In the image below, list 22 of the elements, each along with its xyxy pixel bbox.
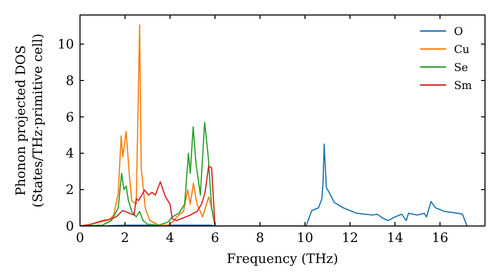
line-series <box>80 165 216 226</box>
y-tick-label: 0 <box>66 220 74 234</box>
x-tick-label: 0 <box>76 231 84 246</box>
y-tick-label: 10 <box>57 38 74 53</box>
y-axis-title: Phonon projected DOS (States/THz·primitive cell) <box>14 33 46 208</box>
x-tick-label: 10 <box>296 231 314 246</box>
legend-label: Se <box>454 61 468 74</box>
x-tick-label: 14 <box>386 231 404 246</box>
y-tick-label: 4 <box>66 146 74 162</box>
legend-label: O <box>454 25 464 38</box>
x-axis-title: Frequency (THz) <box>226 252 338 267</box>
y-tick-label: 6 <box>66 110 74 126</box>
x-tick-label: 8 <box>256 231 264 246</box>
x-tick-label: 12 <box>342 231 358 246</box>
x-tick-label: 2 <box>120 231 130 246</box>
x-tick-label: 6 <box>210 231 220 246</box>
y-tick-label: 8 <box>66 74 74 89</box>
x-tick-label: 4 <box>166 231 174 246</box>
legend-label: Sm <box>454 79 473 92</box>
legend-label: Cu <box>454 43 470 56</box>
x-tick-label: 16 <box>432 231 448 246</box>
y-tick-label: 2 <box>66 183 74 198</box>
